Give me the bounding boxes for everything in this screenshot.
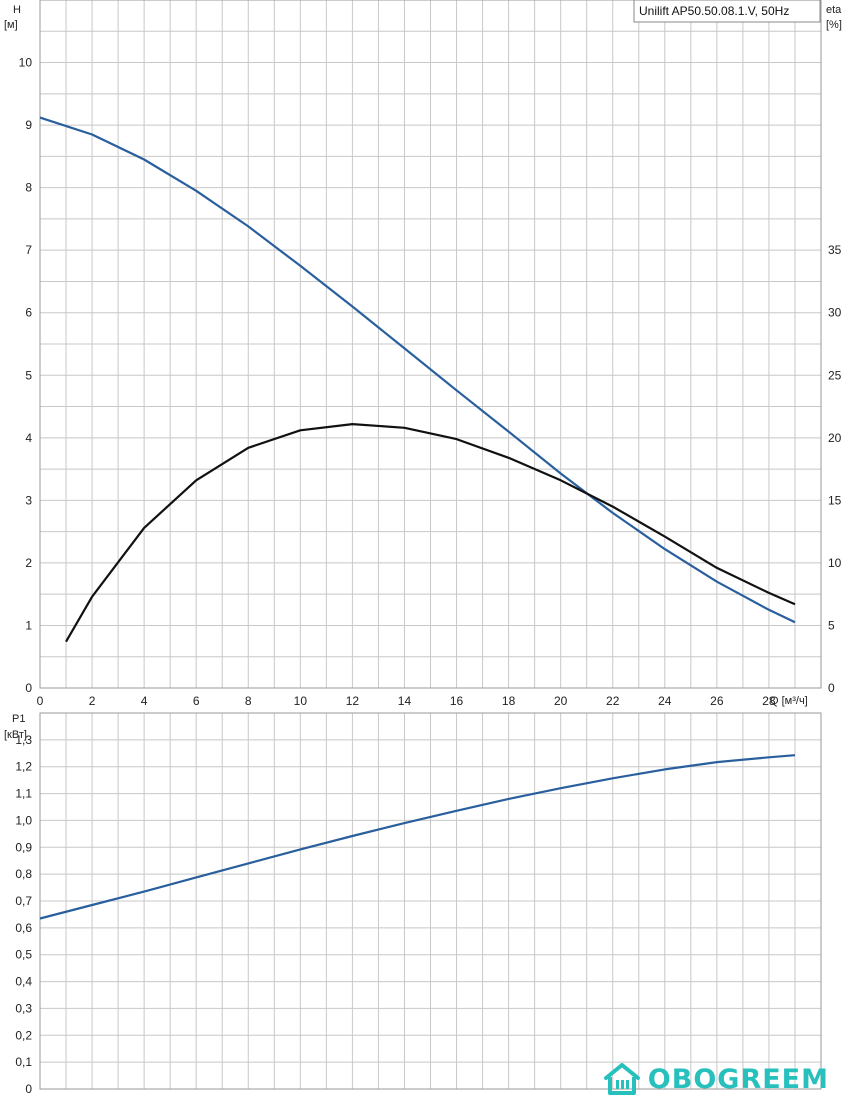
y-left-tick-label: 0 [25,681,32,695]
top-chart-grid [39,0,822,689]
y-left-tick-label: 10 [19,56,33,70]
brand-logo: OBOGREEM [602,1062,829,1096]
bottom-plot-frame [39,712,822,1090]
efficiency-curve-line [65,423,796,643]
x-tick-label: 14 [398,694,412,708]
x-tick-label: 16 [450,694,464,708]
y-right-label-2: [%] [826,19,842,31]
head-curve-line [39,116,796,624]
y-right-tick-label: 25 [828,368,842,382]
power-tick-label: 1,2 [15,760,32,774]
power-tick-label: 0,3 [15,1001,32,1015]
top-plot-frame [39,0,822,689]
x-tick-label: 4 [141,694,148,708]
y-left-tick-label: 7 [25,243,32,257]
x-tick-label: 0 [37,694,44,708]
power-tick-label: 1,1 [15,787,32,801]
x-tick-label: 12 [346,694,360,708]
power-tick-label: 0,4 [15,975,32,989]
power-tick-label: 0,5 [15,948,32,962]
y-left-tick-label: 1 [25,618,32,632]
power-tick-label: 0,6 [15,921,32,935]
y-right-tick-label: 20 [828,431,842,445]
x-axis-label: Q [м³/ч] [770,695,808,707]
power-tick-label: 0,7 [15,894,32,908]
chart-title: Unilift AP50.50.08.1.V, 50Hz [639,4,789,18]
head-efficiency-chart: 0 2 4 6 8 10 12 14 16 18 20 22 24 26 28012345678910051… [4,0,842,708]
house-radiator-icon [603,1063,640,1095]
y-left-tick-label: 3 [25,493,32,507]
y-left-label-1: H [13,4,21,16]
x-tick-label: 8 [245,694,252,708]
x-tick-label: 24 [658,694,672,708]
power-tick-label: 0,9 [15,840,32,854]
top-chart-series [39,116,796,643]
y-right-tick-label: 30 [828,306,842,320]
y-left-tick-label: 5 [25,368,32,382]
power-axis-label-1: P1 [12,713,25,725]
y-right-tick-label: 0 [828,681,835,695]
chart-title-box [633,0,821,23]
power-chart: 0 0,1 0,2 0,3 0,4 0,5 0,6 0,7 0,8 0,9 1,0 1,1 1,2 1,3… [4,712,822,1096]
x-tick-label: 6 [193,694,200,708]
logo-text: OBOGREEM [647,1063,829,1095]
power-tick-label: 1,3 [15,733,32,747]
y-left-tick-label: 2 [25,556,32,570]
y-right-tick-label: 5 [828,618,835,632]
power-curve-line [39,754,796,920]
y-right-tick-label: 10 [828,556,842,570]
y-left-label-2: [м] [4,19,18,31]
power-tick-label: 0 [25,1082,32,1096]
x-tick-label: 18 [502,694,516,708]
power-axis-label-2: [кВт] [4,729,27,741]
y-left-tick-label: 4 [25,431,32,445]
x-tick-label: 22 [606,694,620,708]
y-right-tick-label: 15 [828,493,842,507]
y-left-tick-label: 6 [25,306,32,320]
bottom-chart-series [39,754,796,920]
power-tick-label: 0,1 [15,1055,32,1069]
y-right-label-1: eta [826,4,842,16]
x-tick-label: 28 [762,694,776,708]
y-right-tick-label: 35 [828,243,842,257]
power-tick-label: 1,0 [15,813,32,827]
power-tick-label: 0,2 [15,1028,32,1042]
bottom-chart-ticks: 0 0,1 0,2 0,3 0,4 0,5 0,6 0,7 0,8 0,9 1,0 1,1 1,2 1,3 [15,733,32,1096]
x-tick-label: 26 [710,694,724,708]
bottom-chart-grid [39,712,822,1090]
top-chart-ticks: 0 2 4 6 8 10 12 14 16 18 20 22 24 26 28012345678910051… [19,56,842,708]
x-tick-label: 10 [294,694,308,708]
y-left-tick-label: 9 [25,118,32,132]
y-left-tick-label: 8 [25,181,32,195]
x-tick-label: 20 [554,694,568,708]
power-tick-label: 0,8 [15,867,32,881]
x-tick-label: 2 [89,694,96,708]
